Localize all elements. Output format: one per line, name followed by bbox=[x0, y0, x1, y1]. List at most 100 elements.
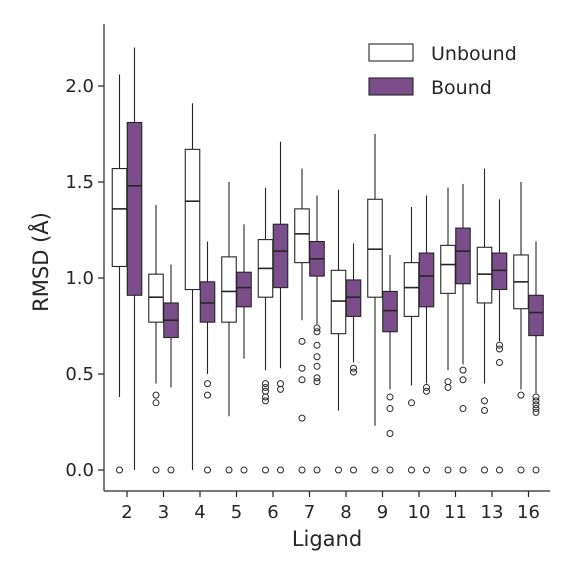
outlier-point bbox=[371, 466, 379, 474]
outlier-point bbox=[225, 466, 233, 474]
outlier-point bbox=[444, 378, 452, 386]
box-unbound-2 bbox=[111, 74, 128, 474]
box-body bbox=[148, 273, 164, 323]
outlier-point bbox=[481, 397, 488, 405]
box-bound-10 bbox=[418, 195, 435, 474]
outlier-point bbox=[386, 466, 394, 474]
outlier-point bbox=[408, 399, 415, 407]
box-bound-13 bbox=[491, 199, 508, 474]
outlier-point bbox=[313, 341, 321, 349]
outlier-point bbox=[423, 383, 430, 391]
outlier-point bbox=[408, 466, 415, 474]
x-tick-label: 16 bbox=[517, 502, 540, 523]
box-body bbox=[111, 168, 128, 268]
box-unbound-6 bbox=[257, 187, 274, 474]
y-tick-label: 0.0 bbox=[65, 460, 94, 481]
legend: Unbound Bound bbox=[368, 43, 517, 99]
box-body bbox=[221, 256, 237, 323]
outlier-point bbox=[532, 466, 540, 474]
outlier-point bbox=[481, 466, 488, 474]
box-body bbox=[418, 252, 435, 308]
outlier-point bbox=[313, 466, 321, 474]
outlier-point bbox=[262, 383, 269, 391]
outlier-point bbox=[386, 430, 394, 438]
box-body bbox=[345, 279, 362, 317]
outlier-point bbox=[313, 362, 321, 370]
outlier-point bbox=[444, 383, 452, 391]
y-axis-label: RMSD (Å) bbox=[27, 212, 53, 312]
outlier-point bbox=[262, 387, 269, 395]
box-body bbox=[272, 223, 289, 289]
y-tick-label: 1.5 bbox=[65, 172, 94, 193]
outlier-point bbox=[152, 466, 160, 474]
box-unbound-11 bbox=[440, 187, 456, 474]
outlier-point bbox=[167, 466, 175, 474]
box-unbound-10 bbox=[403, 206, 420, 474]
x-tick-label: 10 bbox=[408, 502, 431, 523]
outlier-point bbox=[204, 391, 211, 399]
box-body bbox=[236, 271, 252, 308]
box-bound-11 bbox=[455, 183, 471, 474]
outlier-point bbox=[298, 376, 306, 384]
outlier-point bbox=[152, 399, 160, 407]
outlier-point bbox=[350, 466, 357, 474]
x-tick-label: 5 bbox=[231, 502, 242, 523]
box-body bbox=[455, 227, 471, 285]
box-bound-5 bbox=[236, 224, 252, 474]
outlier-point bbox=[496, 466, 503, 474]
box-body bbox=[367, 198, 383, 298]
outlier-point bbox=[313, 374, 321, 382]
outlier-point bbox=[313, 328, 321, 336]
box-unbound-4 bbox=[184, 103, 201, 470]
outlier-point bbox=[204, 466, 211, 474]
outlier-point bbox=[298, 466, 306, 474]
x-tick-label: 2 bbox=[121, 502, 132, 523]
box-bound-8 bbox=[345, 243, 362, 474]
legend-swatch-bound bbox=[368, 77, 414, 96]
outlier-point bbox=[459, 405, 467, 413]
outlier-point bbox=[262, 393, 269, 401]
outlier-point bbox=[423, 387, 430, 395]
outlier-point bbox=[262, 397, 269, 405]
plot-area bbox=[111, 47, 544, 474]
outlier-point bbox=[517, 466, 525, 474]
outlier-point bbox=[532, 405, 540, 413]
box-bound-7 bbox=[309, 195, 325, 474]
x-tick-label: 3 bbox=[158, 502, 169, 523]
box-body bbox=[330, 269, 347, 335]
box-bound-16 bbox=[528, 241, 544, 474]
outlier-point bbox=[532, 408, 540, 416]
outlier-point bbox=[313, 378, 321, 386]
box-body bbox=[403, 262, 420, 317]
outlier-point bbox=[459, 466, 467, 474]
outlier-point bbox=[496, 358, 503, 366]
x-tick-label: 8 bbox=[340, 502, 351, 523]
outlier-point bbox=[386, 393, 394, 401]
outlier-point bbox=[350, 368, 357, 376]
outlier-point bbox=[496, 345, 503, 353]
legend-swatch-unbound bbox=[368, 43, 414, 62]
x-tick-label: 9 bbox=[377, 502, 388, 523]
box-body bbox=[199, 281, 216, 323]
box-bound-9 bbox=[382, 254, 398, 474]
y-axis-ticks: 0.0 0.5 1.0 1.5 2.0 bbox=[65, 76, 104, 481]
outlier-point bbox=[350, 364, 357, 372]
outlier-point bbox=[459, 366, 467, 374]
outlier-point bbox=[423, 466, 430, 474]
x-tick-label: 4 bbox=[194, 502, 205, 523]
outlier-point bbox=[262, 466, 269, 474]
box-bound-4 bbox=[199, 241, 216, 474]
y-tick-label: 1.0 bbox=[65, 268, 94, 289]
box-body bbox=[528, 294, 544, 337]
outlier-point bbox=[335, 466, 342, 474]
y-tick-label: 0.5 bbox=[65, 364, 94, 385]
y-tick-label: 2.0 bbox=[65, 76, 94, 97]
box-unbound-7 bbox=[294, 168, 310, 474]
box-unbound-9 bbox=[367, 134, 383, 474]
outlier-point bbox=[298, 364, 306, 372]
box-bound-2 bbox=[126, 47, 143, 470]
x-tick-label: 6 bbox=[267, 502, 278, 523]
outlier-point bbox=[204, 380, 211, 388]
outlier-point bbox=[532, 397, 540, 405]
